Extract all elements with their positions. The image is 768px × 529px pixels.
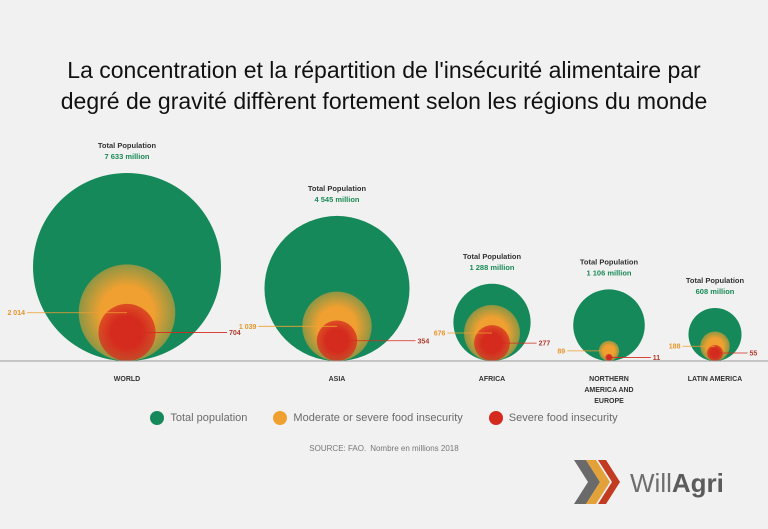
value-moderate-asia: 1 039 [239, 324, 257, 331]
total-value-world: 7 633 million [104, 152, 149, 161]
region-label-northern-america-and-europe-1: NORTHERN [589, 376, 629, 383]
title-line-2: degré de gravité diffèrent fortement sel… [60, 88, 708, 115]
total-label-northern-america-and-europe: Total Population [580, 257, 639, 266]
total-value-northern-america-and-europe: 1 106 million [586, 268, 631, 277]
legend-marker-total [150, 411, 165, 425]
legend-label-severe: Severe food insecurity [508, 412, 618, 424]
legend-item-severe: Severe food insecurity [488, 411, 618, 425]
total-value-africa: 1 288 million [469, 263, 514, 272]
total-label-latin-america: Total Population [686, 276, 745, 285]
legend: Total population Moderate or severe food… [0, 411, 768, 425]
value-moderate-africa: 676 [434, 331, 446, 338]
region-label-africa: AFRICA [479, 376, 505, 383]
value-severe-northern-america-and-europe: 11 [653, 355, 661, 362]
value-moderate-northern-america-and-europe: 89 [557, 348, 565, 355]
bubble-total-northern-america-and-europe [573, 289, 645, 361]
value-severe-asia: 354 [418, 338, 430, 345]
bubble-total-asia [264, 215, 410, 361]
logo-text: WillAgri [630, 468, 724, 499]
region-label-northern-america-and-europe-2: AMERICA AND [584, 387, 633, 394]
source-text: SOURCE: FAO. [309, 444, 367, 453]
total-label-asia: Total Population [308, 184, 367, 193]
page-title: La concentration et la répartition de l'… [0, 55, 768, 117]
logo-text-agri: Agri [671, 468, 724, 498]
value-severe-world: 704 [229, 330, 241, 337]
title-line-1: La concentration et la répartition de l'… [67, 57, 701, 84]
region-label-northern-america-and-europe-3: EUROPE [594, 398, 624, 405]
total-value-asia: 4 545 million [314, 195, 359, 204]
region-label-latin-america: LATIN AMERICA [688, 376, 742, 383]
region-label-asia: ASIA [329, 376, 346, 383]
legend-item-moderate: Moderate or severe food insecurity [273, 411, 463, 425]
value-moderate-latin-america: 188 [669, 344, 681, 351]
total-label-world: Total Population [98, 141, 157, 150]
chevrons-logo-icon [574, 460, 620, 504]
source-units-note: Nombre en millions 2018 [370, 444, 459, 453]
value-severe-latin-america: 55 [750, 351, 758, 358]
value-severe-africa: 277 [539, 341, 551, 348]
legend-marker-moderate [273, 411, 288, 425]
legend-marker-severe [488, 411, 503, 425]
source-note: SOURCE: FAO. Nombre en millions 2018 [0, 444, 768, 453]
region-label-world: WORLD [114, 376, 140, 383]
legend-label-moderate: Moderate or severe food insecurity [293, 412, 463, 424]
total-label-africa: Total Population [463, 252, 522, 261]
willagri-logo: WillAgri [572, 456, 762, 508]
total-value-latin-america: 608 million [696, 287, 735, 296]
legend-item-total: Total population [150, 411, 247, 425]
legend-label-total: Total population [170, 412, 248, 424]
logo-text-will: Will [630, 468, 672, 498]
value-moderate-world: 2 014 [7, 310, 25, 317]
